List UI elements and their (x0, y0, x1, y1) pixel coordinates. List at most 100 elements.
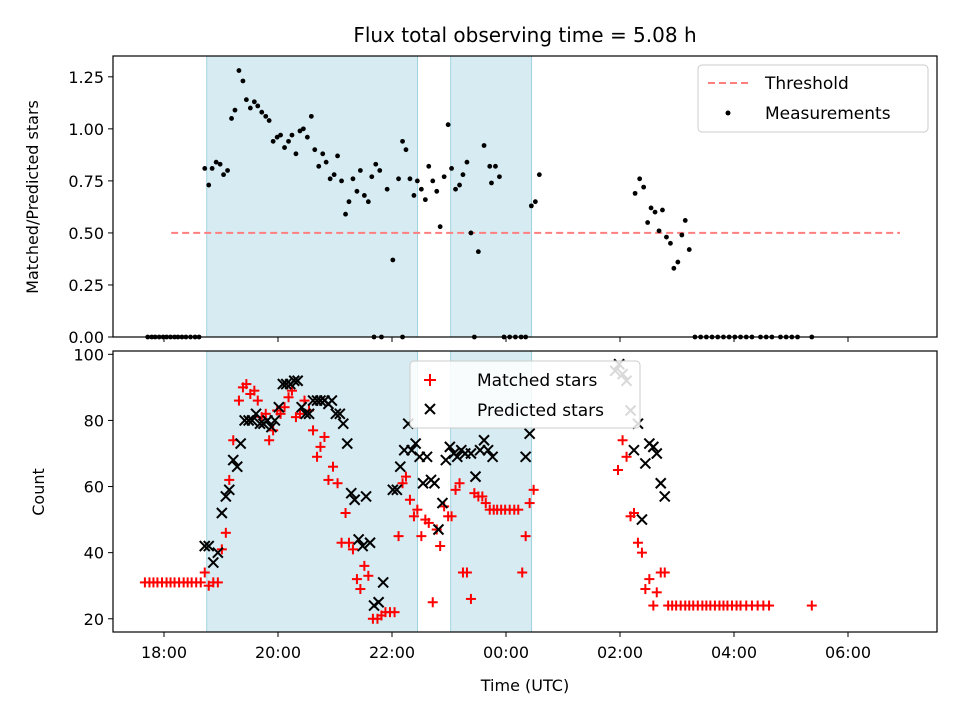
matched-point-74 (439, 501, 450, 512)
measurement-point-84 (464, 159, 470, 165)
matched-point-30 (264, 435, 275, 446)
measurement-point-55 (357, 168, 363, 173)
measurement-point-15 (206, 182, 212, 188)
legend-predicted-swatch (424, 403, 436, 415)
measurement-point-101 (632, 190, 638, 196)
matched-point-64 (400, 471, 411, 482)
measurement-point-31 (266, 118, 272, 123)
matched-point-98 (613, 465, 623, 476)
predicted-point-70 (478, 434, 490, 446)
count-ytick-label-1: 40 (84, 544, 104, 563)
measurement-point-111 (671, 265, 677, 271)
predicted-point-0 (199, 540, 211, 552)
legend-matched-swatch (424, 374, 436, 386)
ratio-ytick-label-5: 1.25 (68, 68, 104, 87)
ratio-panel: 0.00 0.25 0.50 0.75 1.00 1.25 Matched/Predict… (23, 55, 938, 347)
predicted-point-88 (659, 490, 671, 503)
matched-point-51 (347, 544, 358, 555)
matched-point-85 (480, 498, 491, 509)
predicted-point-82 (636, 513, 648, 526)
matched-point-99 (617, 435, 628, 446)
predicted-point-55 (417, 477, 429, 489)
measurement-point-68 (403, 147, 409, 153)
measurement-point-81 (453, 186, 458, 192)
matched-point-33 (275, 408, 286, 419)
matched-point-134 (806, 600, 817, 611)
measurement-point-47 (327, 176, 333, 182)
predicted-point-86 (651, 447, 663, 460)
ratio-legend-box (697, 64, 929, 133)
measurement-point-30 (263, 113, 269, 119)
count-ytick-label-2: 60 (84, 478, 104, 497)
measurement-point-42 (308, 113, 314, 119)
matched-point-46 (328, 461, 338, 472)
measurement-point-76 (434, 188, 440, 194)
measurement-point-44 (316, 163, 322, 169)
matched-point-50 (343, 537, 354, 548)
predicted-point-48 (391, 484, 403, 496)
ratio-ytick-label-3: 0.75 (68, 172, 104, 191)
measurement-point-114 (682, 218, 688, 223)
matched-point-108 (651, 587, 662, 598)
measurement-point-38 (293, 151, 299, 157)
matched-point-102 (628, 507, 639, 518)
predicted-point-56 (421, 451, 433, 463)
measurement-point-36 (286, 138, 291, 144)
predicted-point-26 (299, 408, 312, 420)
predicted-point-47 (387, 484, 399, 496)
figure-title: Flux total observing time = 5.08 h (353, 23, 696, 47)
measurement-point-19 (221, 172, 226, 178)
predicted-point-36 (337, 418, 349, 430)
measurement-point-80 (449, 166, 454, 171)
predicted-point-19 (273, 401, 285, 413)
measurement-point-61 (384, 186, 390, 192)
matched-point-52 (351, 574, 362, 585)
measurement-point-100 (536, 172, 542, 178)
count-legend-box (409, 360, 641, 429)
measurement-point-69 (407, 176, 413, 182)
measurement-point-113 (679, 232, 685, 238)
measurement-point-24 (240, 78, 246, 84)
count-axes: 20 40 60 80 100 18:00 20:00 22:00 00:00 02:00 04:0… (73, 345, 871, 662)
ratio-ytick-label-0: 0.00 (68, 328, 104, 347)
measurement-point-53 (350, 176, 356, 182)
measurement-point-98 (528, 203, 534, 209)
matched-point-45 (323, 474, 334, 485)
predicted-point-74 (523, 427, 536, 440)
measurement-point-103 (641, 184, 647, 190)
predicted-point-41 (356, 540, 369, 552)
predicted-point-62 (444, 441, 456, 453)
measurement-point-70 (411, 193, 417, 198)
count-xtick-label-2: 22:00 (369, 643, 415, 662)
matched-point-49 (340, 507, 351, 518)
predicted-point-23 (288, 375, 300, 387)
matched-point-100 (621, 451, 632, 462)
matched-point-95 (520, 531, 531, 542)
predicted-point-12 (246, 414, 258, 427)
legend-threshold-label: Threshold (764, 74, 849, 94)
measurement-point-40 (300, 126, 306, 132)
measurement-point-52 (346, 199, 352, 205)
predicted-point-43 (364, 537, 376, 549)
matched-point-38 (294, 408, 305, 419)
measurement-point-71 (414, 178, 420, 184)
measurement-point-65 (390, 257, 396, 263)
ratio-legend: Threshold Measurements (697, 64, 929, 133)
predicted-point-73 (519, 451, 532, 463)
measurement-point-50 (339, 178, 344, 184)
predicted-point-59 (432, 523, 445, 536)
count-xtick-label-4: 02:00 (597, 643, 643, 662)
measurement-point-109 (664, 234, 669, 240)
matched-point-80 (461, 567, 472, 578)
measurement-point-75 (430, 178, 436, 184)
count-frame (112, 350, 938, 633)
predicted-point-80 (628, 444, 640, 456)
measurement-point-25 (243, 97, 249, 103)
matched-point-36 (286, 385, 297, 396)
predicted-point-17 (265, 421, 278, 433)
matched-point-42 (312, 451, 323, 462)
predicted-point-71 (482, 444, 494, 456)
count-panel: 20 40 60 80 100 18:00 20:00 22:00 00:00 02:00 04:0… (29, 345, 938, 695)
predicted-point-6 (223, 484, 235, 496)
matched-point-26 (249, 385, 260, 396)
